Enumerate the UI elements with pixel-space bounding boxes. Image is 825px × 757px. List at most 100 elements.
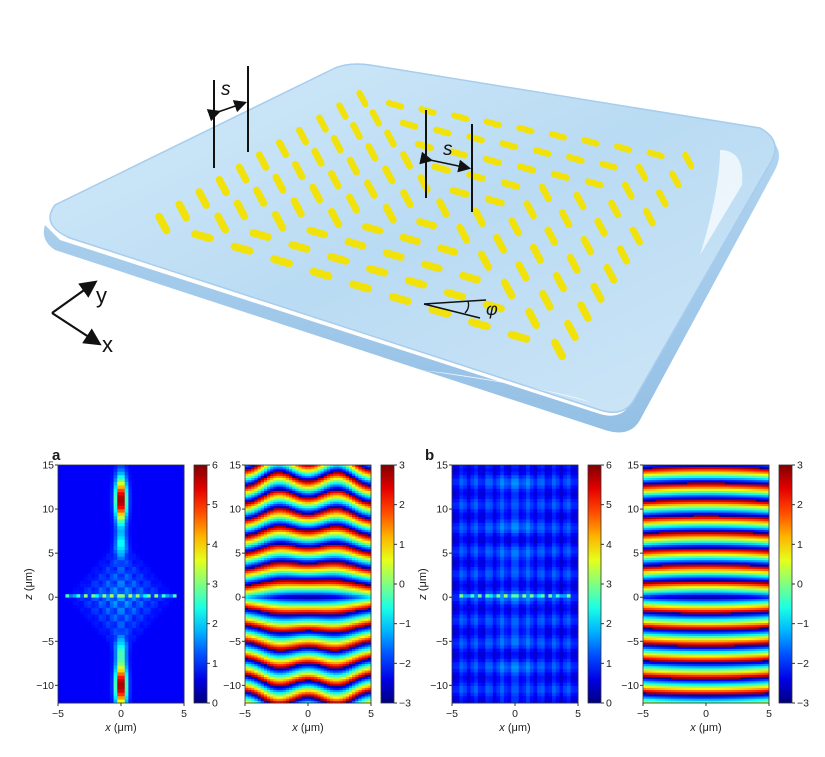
- heatmap-cell: [95, 689, 99, 693]
- heatmap-cell: [62, 489, 66, 493]
- heatmap-cell: [88, 543, 92, 547]
- heatmap-cell: [169, 642, 173, 646]
- heatmap-cell: [84, 509, 88, 513]
- heatmap-cell: [91, 645, 95, 649]
- heatmap-cell: [114, 513, 118, 517]
- heatmap-cell: [84, 625, 88, 629]
- heatmap-cell: [110, 615, 114, 619]
- heatmap-cell: [91, 683, 95, 687]
- heatmap-cell: [77, 604, 81, 608]
- heatmap-cell: [102, 608, 106, 612]
- heatmap-cell: [77, 479, 81, 483]
- heatmap-cell: [177, 594, 181, 598]
- heatmap-cell: [143, 560, 147, 564]
- heatmap-cell: [106, 560, 110, 564]
- heatmap-cell: [154, 638, 158, 642]
- heatmap-cell: [173, 560, 177, 564]
- heatmap-cell: [77, 628, 81, 632]
- heatmap-cell: [173, 492, 177, 496]
- heatmap-cell: [132, 472, 136, 476]
- heatmap-cell: [69, 530, 73, 534]
- heatmap-cell: [154, 615, 158, 619]
- heatmap-cell: [62, 655, 66, 659]
- heatmap-cell: [165, 666, 169, 670]
- heatmap-cell: [69, 672, 73, 676]
- heatmap-cell: [91, 499, 95, 503]
- heatmap-cell: [121, 655, 125, 659]
- heatmap-cell: [99, 598, 103, 602]
- heatmap-cell: [143, 557, 147, 561]
- heatmap-cell: [158, 581, 162, 585]
- heatmap-cell: [125, 540, 129, 544]
- heatmap-cell: [125, 577, 129, 581]
- heatmap-cell: [62, 496, 66, 500]
- heatmap-cell: [162, 659, 166, 663]
- heatmap-cell: [62, 516, 66, 520]
- heatmap-cell: [77, 550, 81, 554]
- heatmap-cell: [84, 496, 88, 500]
- heatmap-cell: [158, 472, 162, 476]
- heatmap-cell: [132, 536, 136, 540]
- heatmap-cell: [62, 652, 66, 656]
- heatmap-cell: [88, 679, 92, 683]
- heatmap-cell: [106, 530, 110, 534]
- heatmap-cell: [95, 553, 99, 557]
- heatmap-cell: [99, 686, 103, 690]
- heatmap-cell: [69, 489, 73, 493]
- heatmap-cell: [128, 689, 132, 693]
- heatmap-cell: [128, 513, 132, 517]
- heatmap-cell: [169, 594, 173, 598]
- heatmap-cell: [162, 611, 166, 615]
- heatmap-cell: [173, 513, 177, 517]
- heatmap-cell: [140, 519, 144, 523]
- heatmap-cell: [99, 618, 103, 622]
- heatmap-cell: [114, 472, 118, 476]
- heatmap-cell: [165, 472, 169, 476]
- heatmap-cell: [77, 693, 81, 697]
- heatmap-cell: [102, 635, 106, 639]
- heatmap-cell: [162, 540, 166, 544]
- heatmap-cell: [114, 618, 118, 622]
- heatmap-cell: [147, 465, 151, 469]
- heatmap-cell: [91, 472, 95, 476]
- heatmap-cell: [169, 550, 173, 554]
- heatmap-cell: [154, 513, 158, 517]
- heatmap-cell: [91, 584, 95, 588]
- heatmap-cell: [125, 608, 129, 612]
- heatmap-cell: [177, 683, 181, 687]
- heatmap-cell: [65, 540, 69, 544]
- heatmap-cell: [143, 577, 147, 581]
- heatmap-cell: [91, 591, 95, 595]
- heatmap-cell: [114, 625, 118, 629]
- heatmap-cell: [114, 669, 118, 673]
- heatmap-cell: [147, 526, 151, 530]
- heatmap-cell: [110, 516, 114, 520]
- heatmap-cell: [125, 553, 129, 557]
- heatmap-cell: [62, 638, 66, 642]
- heatmap-cell: [73, 618, 77, 622]
- heatmap-cell: [136, 519, 140, 523]
- heatmap-cell: [69, 499, 73, 503]
- heatmap-cell: [117, 587, 121, 591]
- heatmap-cell: [140, 642, 144, 646]
- heatmap-cell: [162, 499, 166, 503]
- heatmap-cell: [162, 536, 166, 540]
- heatmap-cell: [58, 693, 62, 697]
- heatmap-cell: [121, 621, 125, 625]
- heatmap-cell: [106, 584, 110, 588]
- heatmap-cell: [65, 666, 69, 670]
- heatmap-cell: [140, 540, 144, 544]
- heatmap-cell: [173, 649, 177, 653]
- heatmap-cell: [95, 587, 99, 591]
- heatmap-cell: [102, 516, 106, 520]
- heatmap-cell: [58, 618, 62, 622]
- heatmap-cell: [58, 686, 62, 690]
- heatmap-cell: [84, 686, 88, 690]
- heatmap-cell: [117, 540, 121, 544]
- heatmap-cell: [173, 676, 177, 680]
- heatmap-cell: [110, 475, 114, 479]
- heatmap-cell: [77, 523, 81, 527]
- heatmap-cell: [132, 482, 136, 486]
- heatmap-cell: [73, 526, 77, 530]
- heatmap-cell: [143, 659, 147, 663]
